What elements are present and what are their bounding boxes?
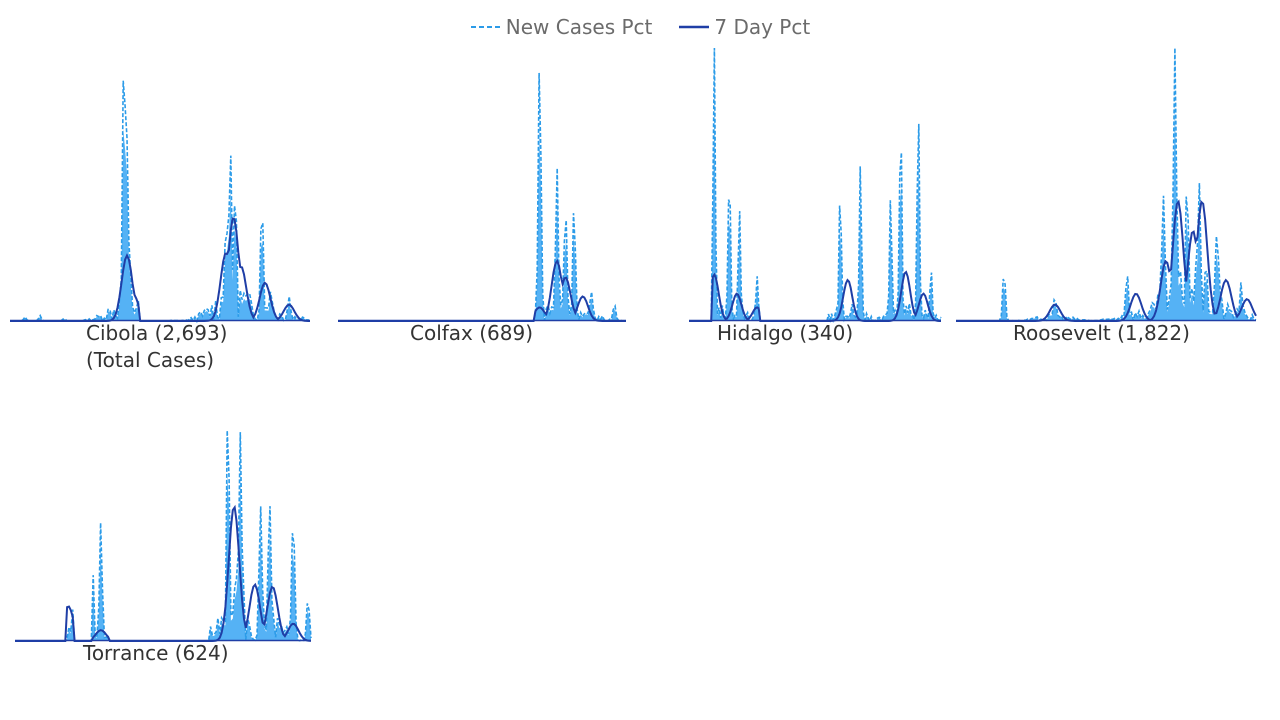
legend-label-new-cases: New Cases Pct [505, 15, 653, 39]
panel-title-roosevelt: Roosevelt (1,822) [1013, 321, 1190, 345]
area-fill-torrance [15, 472, 311, 641]
chart-torrance [15, 430, 312, 642]
series-line-seven-day-cibola [10, 217, 310, 322]
chart-roosevelt [956, 47, 1257, 323]
small-multiple-colfax [338, 46, 627, 323]
area-fill-cibola [10, 128, 310, 321]
legend-label-seven-day: 7 Day Pct [714, 15, 811, 39]
dashed-line-swatch-icon [470, 26, 501, 28]
legend: New Cases Pct 7 Day Pct [0, 12, 1280, 42]
series-line-new-cases-roosevelt [956, 47, 1257, 323]
series-line-new-cases-hidalgo [689, 47, 942, 324]
panel-title-cibola: Cibola (2,693) [86, 321, 228, 345]
chart-colfax [338, 72, 627, 323]
small-multiple-hidalgo [689, 46, 942, 324]
series-line-new-cases-colfax [338, 72, 627, 323]
panel-title-colfax: Colfax (689) [410, 321, 534, 345]
series-line-seven-day-roosevelt [956, 199, 1257, 322]
series-line-seven-day-colfax [338, 258, 626, 322]
panel-title-hidalgo: Hidalgo (340) [717, 321, 854, 345]
panel-title-torrance: Torrance (624) [83, 641, 229, 665]
legend-item-seven-day[interactable]: 7 Day Pct [678, 15, 810, 39]
chart-hidalgo [689, 47, 942, 324]
solid-line-swatch-icon [679, 25, 710, 29]
series-line-new-cases-cibola [10, 80, 311, 324]
area-fill-colfax [338, 122, 626, 321]
small-multiple-torrance [15, 422, 312, 642]
small-multiple-cibola [10, 46, 311, 324]
legend-item-new-cases[interactable]: New Cases Pct [470, 15, 653, 39]
small-multiple-roosevelt [956, 46, 1257, 323]
panel-subtitle-cibola: (Total Cases) [86, 348, 215, 372]
chart-cibola [10, 80, 311, 324]
